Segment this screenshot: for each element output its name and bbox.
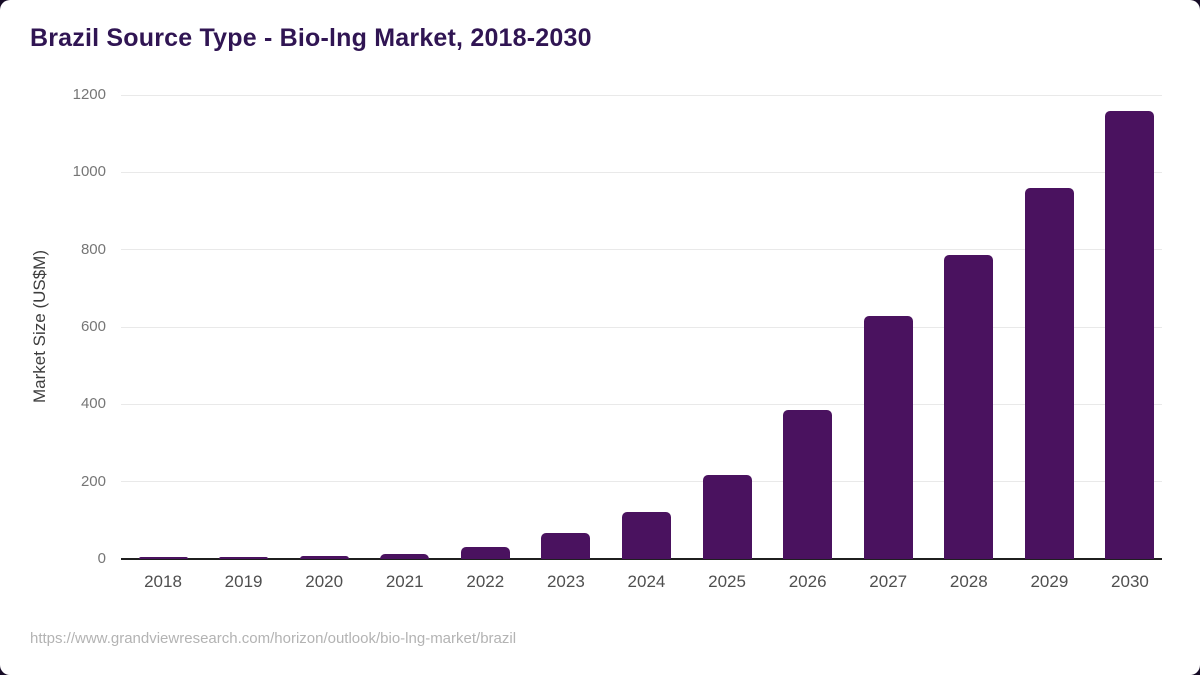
chart-title: Brazil Source Type - Bio-lng Market, 201…: [30, 24, 592, 52]
x-tick-label: 2027: [869, 572, 908, 591]
bar-2020[interactable]: [299, 556, 349, 559]
x-tick-label: 2019: [224, 572, 263, 591]
bar-2026[interactable]: [783, 410, 833, 559]
bar-2025[interactable]: [702, 474, 752, 559]
bar-chart-plot-area: 0 200 400 600 800 1000 1200 2018 2019 2020 2021 202…: [73, 86, 1162, 591]
x-tick-label: 2024: [627, 572, 666, 591]
y-tick-label: 1000: [72, 163, 106, 181]
y-tick-label: 800: [80, 240, 106, 258]
gridline: [121, 326, 1162, 328]
x-tick-label: 2022: [466, 572, 505, 591]
x-tick-label: 2026: [788, 572, 827, 591]
bar-2019[interactable]: [219, 556, 269, 559]
y-tick-label: 1200: [72, 86, 106, 103]
gridline: [121, 171, 1162, 173]
x-tick-label: 2030: [1111, 572, 1149, 591]
bar-2028[interactable]: [944, 255, 994, 559]
bar-2021[interactable]: [380, 553, 430, 559]
bar-2029[interactable]: [1024, 188, 1074, 559]
y-tick-label: 600: [80, 318, 106, 335]
y-tick-label: 0: [97, 550, 106, 567]
gridline: [121, 249, 1162, 251]
gridline: [121, 94, 1162, 96]
y-tick-label: 200: [80, 472, 106, 490]
x-tick-label: 2025: [708, 572, 746, 591]
bar-2024[interactable]: [621, 512, 671, 559]
bar-2030[interactable]: [1105, 111, 1155, 559]
x-tick-label: 2029: [1030, 572, 1069, 591]
x-tick-label: 2021: [385, 572, 424, 591]
x-axis-line: [121, 558, 1162, 560]
gridline: [121, 481, 1162, 483]
gridline: [121, 403, 1162, 405]
x-tick-label: 2023: [546, 572, 585, 591]
source-url: https://www.grandviewresearch.com/horizo…: [30, 630, 517, 647]
x-tick-label: 2018: [144, 572, 182, 591]
bar-2023[interactable]: [541, 532, 591, 559]
bar-2022[interactable]: [460, 546, 510, 559]
x-tick-label: 2028: [949, 572, 988, 591]
bar-2018[interactable]: [138, 557, 188, 559]
bar-2027[interactable]: [863, 316, 913, 559]
x-tick-label: 2020: [305, 572, 344, 591]
y-tick-label: 400: [80, 395, 106, 413]
